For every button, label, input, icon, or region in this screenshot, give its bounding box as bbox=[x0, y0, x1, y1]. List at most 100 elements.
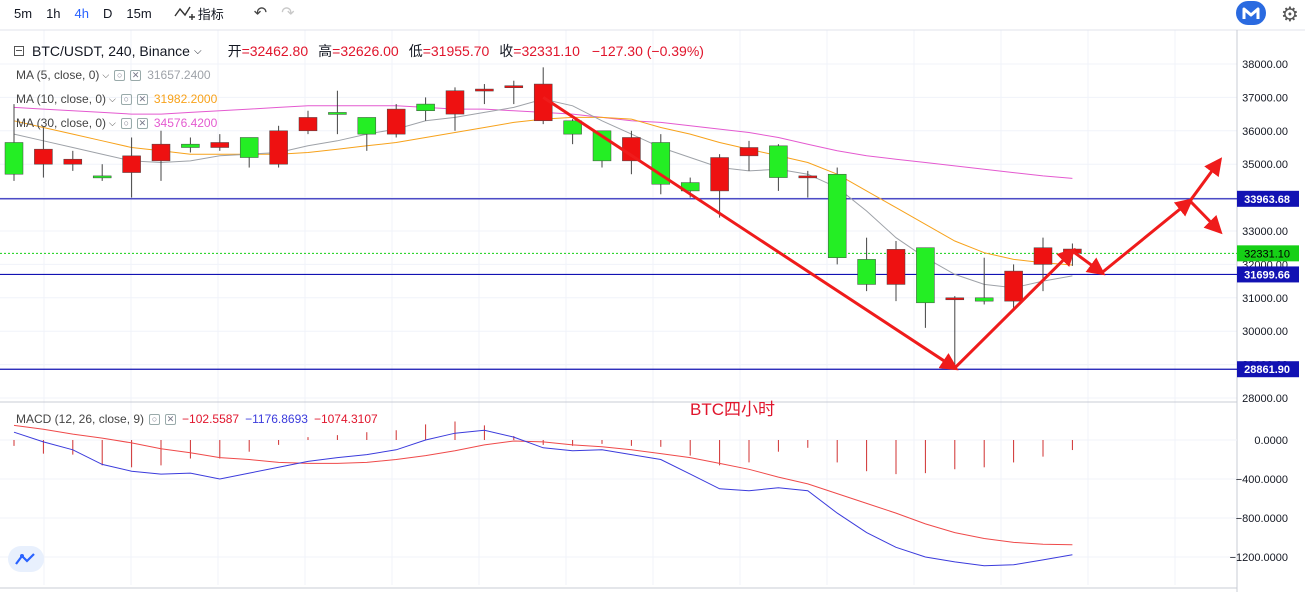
timeframe-5m[interactable]: 5m bbox=[14, 5, 33, 21]
ohlc-high: 高=32626.00 bbox=[318, 43, 399, 59]
candle-down bbox=[504, 85, 524, 88]
close-icon[interactable]: ✕ bbox=[165, 413, 177, 425]
visibility-icon[interactable]: ○ bbox=[120, 93, 132, 105]
grid bbox=[0, 29, 1305, 592]
price-label: 28861.90 bbox=[1244, 364, 1290, 376]
ohlc-open: 开=32462.80 bbox=[227, 43, 309, 59]
trend-arrow bbox=[1188, 199, 1223, 235]
close-icon[interactable]: ✕ bbox=[136, 93, 148, 105]
ma5-legend[interactable]: MA (5, close, 0) ⌵ ○ ✕ 31657.2400 bbox=[16, 68, 211, 82]
price-label-box bbox=[1237, 361, 1299, 378]
horizontal-lines bbox=[0, 198, 1237, 370]
symbol-name[interactable]: BTC/USDT, 240, Binance bbox=[32, 43, 190, 59]
chevron-down-icon[interactable]: ⌵ bbox=[193, 45, 202, 57]
symbol-legend: BTC/USDT, 240, Binance ⌵ 开=32462.80 高=32… bbox=[14, 41, 704, 61]
trend-arrow bbox=[1188, 157, 1223, 202]
candle-up bbox=[974, 297, 994, 302]
ma10-legend[interactable]: MA (10, close, 0) ⌵ ○ ✕ 31982.2000 bbox=[16, 92, 217, 106]
chart-annotation: BTC四小时 bbox=[690, 400, 775, 419]
price-tick-label: 36000.00 bbox=[1242, 126, 1288, 138]
timeframe-1h[interactable]: 1h bbox=[46, 5, 61, 21]
candlesticks bbox=[4, 67, 1082, 370]
candle-down bbox=[122, 155, 141, 173]
candle-down bbox=[63, 158, 83, 165]
visibility-icon[interactable]: ○ bbox=[149, 413, 161, 425]
ma30-value: 34576.4200 bbox=[153, 116, 218, 130]
macd-tick-label: −800.0000 bbox=[1236, 513, 1288, 525]
price-tick-label: 33000.00 bbox=[1242, 226, 1288, 238]
price-tick-label: 38000.00 bbox=[1242, 59, 1288, 71]
price-change: −127.30 (−0.39%) bbox=[591, 43, 704, 59]
visibility-icon[interactable]: ○ bbox=[120, 117, 132, 129]
tradingview-logo-icon[interactable] bbox=[8, 546, 44, 572]
drawn-arrows bbox=[542, 96, 1223, 371]
candle-up bbox=[857, 259, 876, 285]
macd-label: MACD (12, 26, close, 9) bbox=[16, 412, 145, 426]
candle-down bbox=[798, 175, 818, 179]
macd-line-value: −1176.8693 bbox=[245, 412, 308, 426]
price-tick-label: 30000.00 bbox=[1242, 326, 1288, 338]
chevron-down-icon[interactable]: ⌵ bbox=[109, 117, 116, 128]
ma10-value: 31982.2000 bbox=[153, 92, 218, 106]
trend-arrow bbox=[1100, 198, 1194, 274]
macd-line bbox=[13, 429, 1073, 567]
close-icon[interactable]: ✕ bbox=[130, 69, 142, 81]
candle-up bbox=[563, 120, 582, 135]
candle-up bbox=[357, 117, 377, 135]
current-price-label: 32331.10 bbox=[1244, 248, 1290, 260]
gear-icon[interactable]: ⚙ bbox=[1281, 4, 1299, 26]
price-label: 33963.68 bbox=[1244, 194, 1290, 206]
chevron-down-icon[interactable]: ⌵ bbox=[102, 69, 110, 80]
candle-down bbox=[945, 297, 965, 301]
candle-up bbox=[916, 247, 935, 304]
close-icon[interactable]: ✕ bbox=[136, 117, 148, 129]
price-label-box bbox=[1237, 266, 1299, 283]
redo-icon: ↷ bbox=[281, 5, 295, 22]
visibility-icon[interactable]: ○ bbox=[114, 69, 126, 81]
timeframe-15m[interactable]: 15m bbox=[126, 5, 152, 21]
indicators-label: 指标 bbox=[197, 6, 224, 22]
current-price-box bbox=[1237, 245, 1299, 262]
candle-up bbox=[827, 173, 847, 258]
trend-arrow bbox=[953, 247, 1076, 370]
candle-down bbox=[1004, 270, 1023, 302]
timeframe-d[interactable]: D bbox=[103, 5, 113, 21]
trend-arrow bbox=[542, 96, 959, 371]
price-tick-label: 37000.00 bbox=[1242, 92, 1288, 104]
candle-down bbox=[739, 147, 759, 157]
candle-down bbox=[622, 137, 641, 162]
candle-up bbox=[239, 137, 259, 158]
macd-tick-label: 0.0000 bbox=[1254, 435, 1288, 447]
candle-up bbox=[92, 175, 112, 179]
price-tick-label: 31000.00 bbox=[1242, 293, 1288, 305]
candle-up bbox=[181, 143, 200, 148]
candle-up bbox=[651, 142, 671, 185]
macd-signal-value: −1074.3107 bbox=[313, 412, 378, 426]
ma30-label: MA (30, close, 0) bbox=[16, 116, 107, 130]
candle-down bbox=[298, 117, 318, 132]
macd-tick-label: −1200.0000 bbox=[1230, 552, 1288, 564]
candle-up bbox=[328, 112, 347, 115]
candle-up bbox=[416, 103, 435, 112]
m-logo-icon[interactable] bbox=[1236, 1, 1266, 25]
chevron-down-icon[interactable]: ⌵ bbox=[109, 93, 116, 104]
candle-down bbox=[445, 90, 465, 115]
undo-icon[interactable]: ↶ bbox=[253, 5, 268, 22]
toolbar: 5m 1h 4h D 15m 指标 ↶ ↷ bbox=[0, 0, 1305, 26]
timeframe-4h[interactable]: 4h bbox=[74, 5, 89, 21]
trend-arrow bbox=[1071, 249, 1106, 276]
price-label-box bbox=[1237, 190, 1299, 207]
indicators-button[interactable]: 指标 bbox=[174, 4, 224, 23]
collapse-icon[interactable] bbox=[14, 46, 24, 56]
candle-down bbox=[210, 142, 230, 148]
macd-legend[interactable]: MACD (12, 26, close, 9) ○ ✕ −102.5587 −1… bbox=[16, 412, 378, 426]
macd-signal-line bbox=[13, 424, 1073, 546]
ma30-legend[interactable]: MA (30, close, 0) ⌵ ○ ✕ 34576.4200 bbox=[16, 116, 217, 130]
candle-down bbox=[269, 130, 288, 165]
candle-down bbox=[886, 249, 906, 285]
ohlc-close: 收=32331.10 bbox=[499, 43, 580, 59]
candle-down bbox=[1033, 247, 1053, 265]
price-tick-label: 28000.00 bbox=[1242, 393, 1288, 405]
ma5-label: MA (5, close, 0) bbox=[16, 68, 100, 82]
